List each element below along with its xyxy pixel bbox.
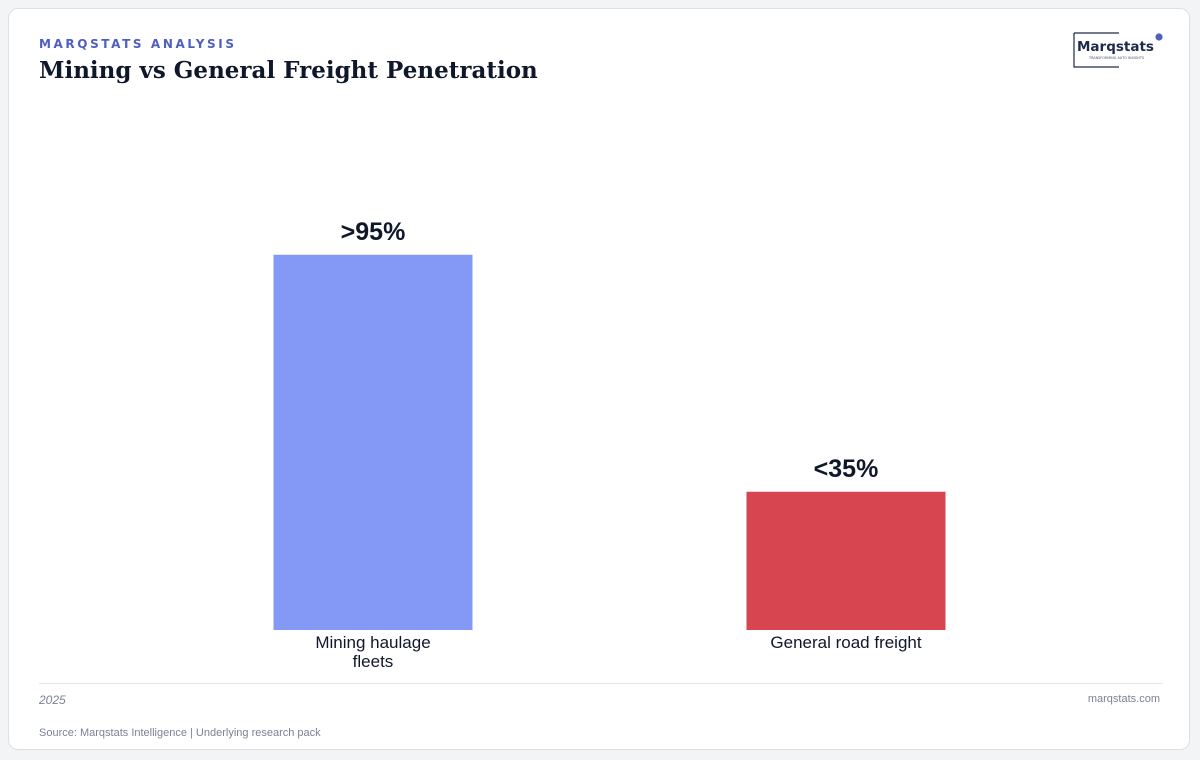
bar-value-label-2: <35% [814,455,879,483]
logo-wordmark: Marqstats [1077,39,1154,55]
footer-divider [39,683,1163,684]
bar-1 [273,254,473,630]
logo-tagline: TRANSFORMING AUTO INSIGHTS [1088,56,1144,60]
bar-value-label-1: >95% [341,218,406,246]
bar-chart: >95% Mining haulage fleets <35% General road… [273,218,946,671]
category-label-2: General road freight [770,633,921,652]
category-label-1: Mining haulage fleets [315,633,430,671]
bar-2 [746,491,946,630]
logo-dot-icon [1155,33,1163,41]
marqstats-logo: Marqstats TRANSFORMING AUTO INSIGHTS [1073,32,1163,68]
footer-source: Source: Marqstats Intelligence | Underly… [39,727,321,739]
footer-year: 2025 [39,693,66,707]
footer-site: marqstats.com [1087,693,1160,705]
chart-title: Mining vs General Freight Penetration [39,57,538,84]
analysis-kicker: MARQSTATS ANALYSIS [39,37,237,51]
chart-card: MARQSTATS ANALYSIS Mining vs General Fre… [8,8,1190,750]
